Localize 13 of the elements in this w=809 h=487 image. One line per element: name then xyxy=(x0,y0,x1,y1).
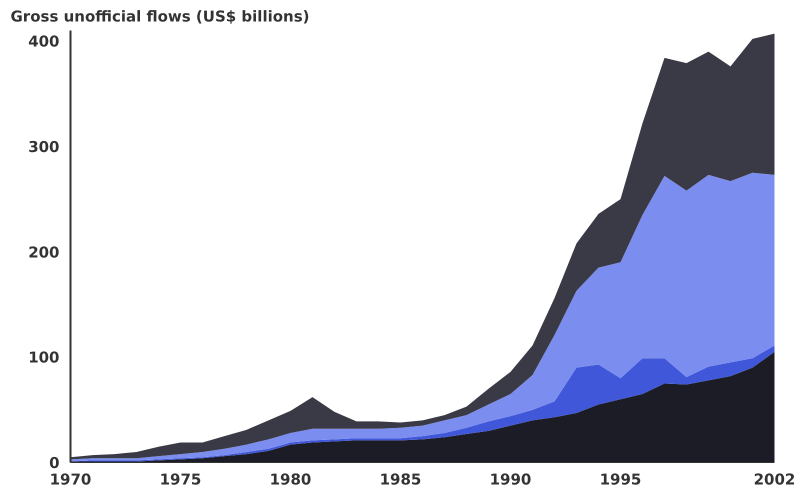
x-tick-label: 1975 xyxy=(160,470,202,487)
x-tick-label: 1990 xyxy=(490,470,532,487)
x-tick-label: 1980 xyxy=(270,470,312,487)
y-tick-label: 300 xyxy=(28,138,60,156)
y-axis-title: Gross unofficial flows (US$ billions) xyxy=(10,8,310,26)
y-tick-label: 400 xyxy=(28,32,60,51)
x-tick-label: 2002 xyxy=(754,470,796,487)
y-tick-label: 200 xyxy=(28,243,60,262)
x-tick-label: 1985 xyxy=(380,470,422,487)
y-tick-label: 0 xyxy=(49,454,60,472)
x-tick-label: 1970 xyxy=(50,470,92,487)
y-tick-label: 100 xyxy=(28,348,60,367)
x-tick-label: 1995 xyxy=(600,470,642,487)
